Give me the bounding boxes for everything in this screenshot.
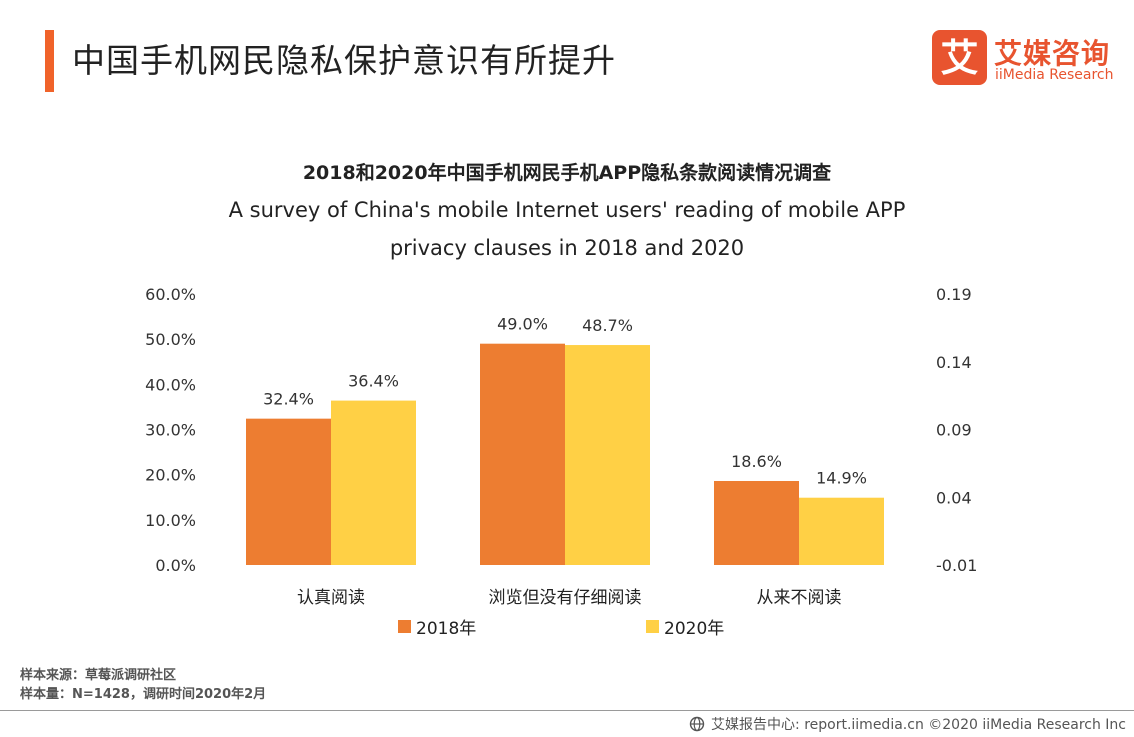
legend-label-2020: 2020年 (664, 618, 725, 639)
bar-2018年-认真阅读 (246, 418, 331, 565)
y2-axis-tick-label: 0.14 (936, 353, 972, 372)
legend-item-2020: 2020年 (646, 616, 725, 639)
y-axis-tick-label: 0.0% (155, 556, 196, 575)
footer-text: 艾媒报告中心: report.iimedia.cn ©2020 iiMedia … (711, 717, 1126, 733)
sample-size: 样本量：N=1428，调研时间2020年2月 (20, 687, 267, 702)
y-axis-tick-label: 50.0% (145, 330, 196, 349)
legend-label-2018: 2018年 (416, 618, 477, 639)
y-axis-tick-label: 40.0% (145, 375, 196, 394)
data-label: 48.7% (582, 316, 633, 335)
data-label: 49.0% (497, 315, 548, 334)
y-axis-tick-label: 60.0% (145, 285, 196, 304)
y2-axis-tick-label: 0.19 (936, 285, 972, 304)
data-label: 32.4% (263, 390, 314, 409)
footer: 艾媒报告中心: report.iimedia.cn ©2020 iiMedia … (689, 714, 1126, 734)
y-axis-tick-label: 10.0% (145, 511, 196, 530)
legend-swatch-2020 (646, 619, 659, 633)
sample-source: 样本来源：草莓派调研社区 (20, 668, 177, 683)
legend-swatch-2018 (398, 619, 411, 633)
bar-2020年-从来不阅读 (799, 497, 884, 565)
chart-title-en-line1: A survey of China's mobile Internet user… (228, 198, 906, 222)
y-axis-tick-label: 30.0% (145, 421, 196, 440)
logo-glyph: 艾 (940, 36, 978, 80)
legend-item-2018: 2018年 (398, 616, 477, 639)
y2-axis-tick-label: 0.04 (936, 488, 972, 507)
footer-divider (0, 710, 1134, 711)
iimedia-logo-icon: 艾 (932, 30, 987, 85)
bar-2018年-从来不阅读 (714, 480, 799, 565)
x-axis-category-label: 认真阅读 (297, 588, 365, 608)
data-label: 14.9% (816, 469, 867, 488)
chart-title-cn: 2018和2020年中国手机网民手机APP隐私条款阅读情况调查 (302, 162, 832, 184)
brand-logo: 艾 艾媒咨询 iiMedia Research (932, 30, 1122, 90)
bar-2020年-浏览但没有仔细阅读 (565, 345, 650, 565)
data-label: 36.4% (348, 372, 399, 391)
chart-title-en-line2: privacy clauses in 2018 and 2020 (389, 236, 745, 260)
title-accent-bar (45, 30, 54, 92)
bar-2020年-认真阅读 (331, 400, 416, 565)
globe-icon (689, 716, 705, 732)
x-axis-category-label: 从来不阅读 (757, 588, 842, 608)
logo-en-text: iiMedia Research (995, 67, 1114, 83)
bar-2018年-浏览但没有仔细阅读 (480, 343, 565, 565)
y-axis-tick-label: 20.0% (145, 466, 196, 485)
y2-axis-tick-label: -0.01 (936, 556, 977, 575)
logo-cn-text: 艾媒咨询 (994, 37, 1111, 70)
x-axis-category-label: 浏览但没有仔细阅读 (489, 588, 642, 608)
page-title: 中国手机网民隐私保护意识有所提升 (72, 41, 616, 80)
y2-axis-tick-label: 0.09 (936, 421, 972, 440)
data-label: 18.6% (731, 452, 782, 471)
